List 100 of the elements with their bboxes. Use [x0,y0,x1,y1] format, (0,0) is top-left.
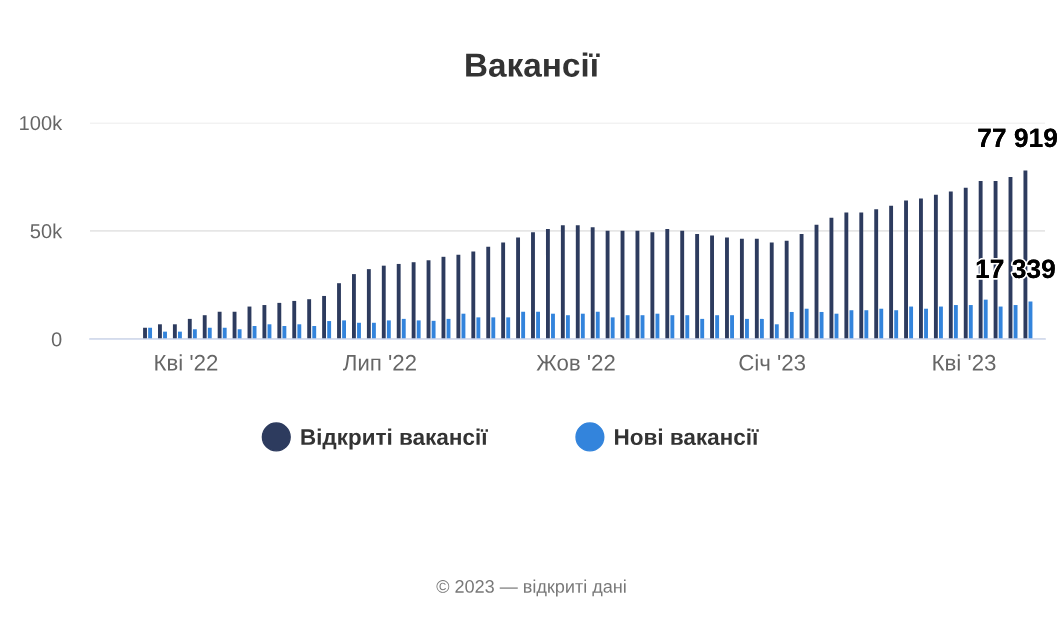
bar [695,233,700,339]
bar [874,209,879,339]
bar [655,313,660,339]
bar [217,311,222,339]
bar [685,315,690,339]
bar [486,246,491,339]
bar [545,228,550,339]
bar [307,299,312,339]
chart-title: Вакансії [466,52,600,77]
bar [784,240,789,339]
bar [968,305,973,339]
bar [351,274,356,339]
bar [536,311,540,339]
legend-label: Нові вакансії [615,428,759,446]
bar [237,329,242,339]
bar [710,235,714,339]
bar [411,262,416,339]
bar [148,327,153,339]
bar [933,194,938,339]
bar [471,251,476,339]
bar [575,225,580,339]
bar [670,315,675,339]
bar [909,306,914,339]
bar [680,230,685,339]
bar [560,225,565,339]
bar [337,283,341,339]
bar [700,318,705,339]
bar [396,263,401,339]
bar [963,187,968,339]
bar [745,318,749,339]
bar [948,191,953,339]
bar [829,217,834,339]
bar [625,315,630,339]
bar [327,321,332,339]
bar [889,205,894,339]
bar [924,308,928,339]
bar [799,233,804,339]
bar [595,311,600,339]
bar [774,324,779,339]
bar [1013,305,1018,339]
legend-label: Відкриті вакансії [301,428,488,450]
bar [904,200,908,339]
y-tick-label: 50k [30,223,63,239]
bar [650,232,655,339]
bar [143,327,147,339]
bar [789,311,794,339]
bar [187,318,192,339]
bar [431,320,436,339]
x-tick-label: Лип '22 [343,354,416,371]
bar [277,302,282,339]
bar [322,295,327,339]
data-label: 77 919 [978,128,1057,148]
bar [371,322,376,339]
bar [769,242,774,339]
bar [665,228,670,339]
bar [297,324,302,339]
bar [401,318,406,339]
bar [357,322,361,339]
bar [202,315,207,339]
bar [939,306,943,339]
bar [819,311,824,339]
bar [715,315,720,339]
bar [953,305,958,339]
bar [725,237,729,339]
bar [207,327,212,339]
x-tick-label: Кві '23 [933,354,996,371]
x-tick-label: Січ '23 [739,354,806,371]
bar [739,238,744,339]
bar [456,254,461,339]
bar [998,306,1003,339]
bar [610,317,615,339]
bar [894,310,899,339]
bar [292,300,297,339]
text: © 2023 — відкриті дані [436,579,626,597]
bar [312,326,317,339]
bar [158,324,162,339]
bar [501,242,506,339]
bar [282,326,287,339]
bar [730,315,734,339]
bar [580,313,585,339]
y-tick-label: 0 [51,332,62,347]
bar [879,308,884,339]
bar [605,230,610,339]
bar [222,327,227,339]
bar [192,329,197,339]
bar [849,310,854,339]
bar [366,269,371,339]
bar [386,320,391,339]
bar [491,317,496,339]
bar [565,315,570,339]
bar [864,310,869,339]
bar [754,238,759,339]
x-tick-label: Жов '22 [536,354,615,371]
bar [844,212,849,339]
bar [551,313,555,339]
bar [342,320,347,339]
bar [381,265,386,339]
bar [919,198,923,339]
y-tick-label: 100k [20,115,63,131]
bar [531,232,535,339]
